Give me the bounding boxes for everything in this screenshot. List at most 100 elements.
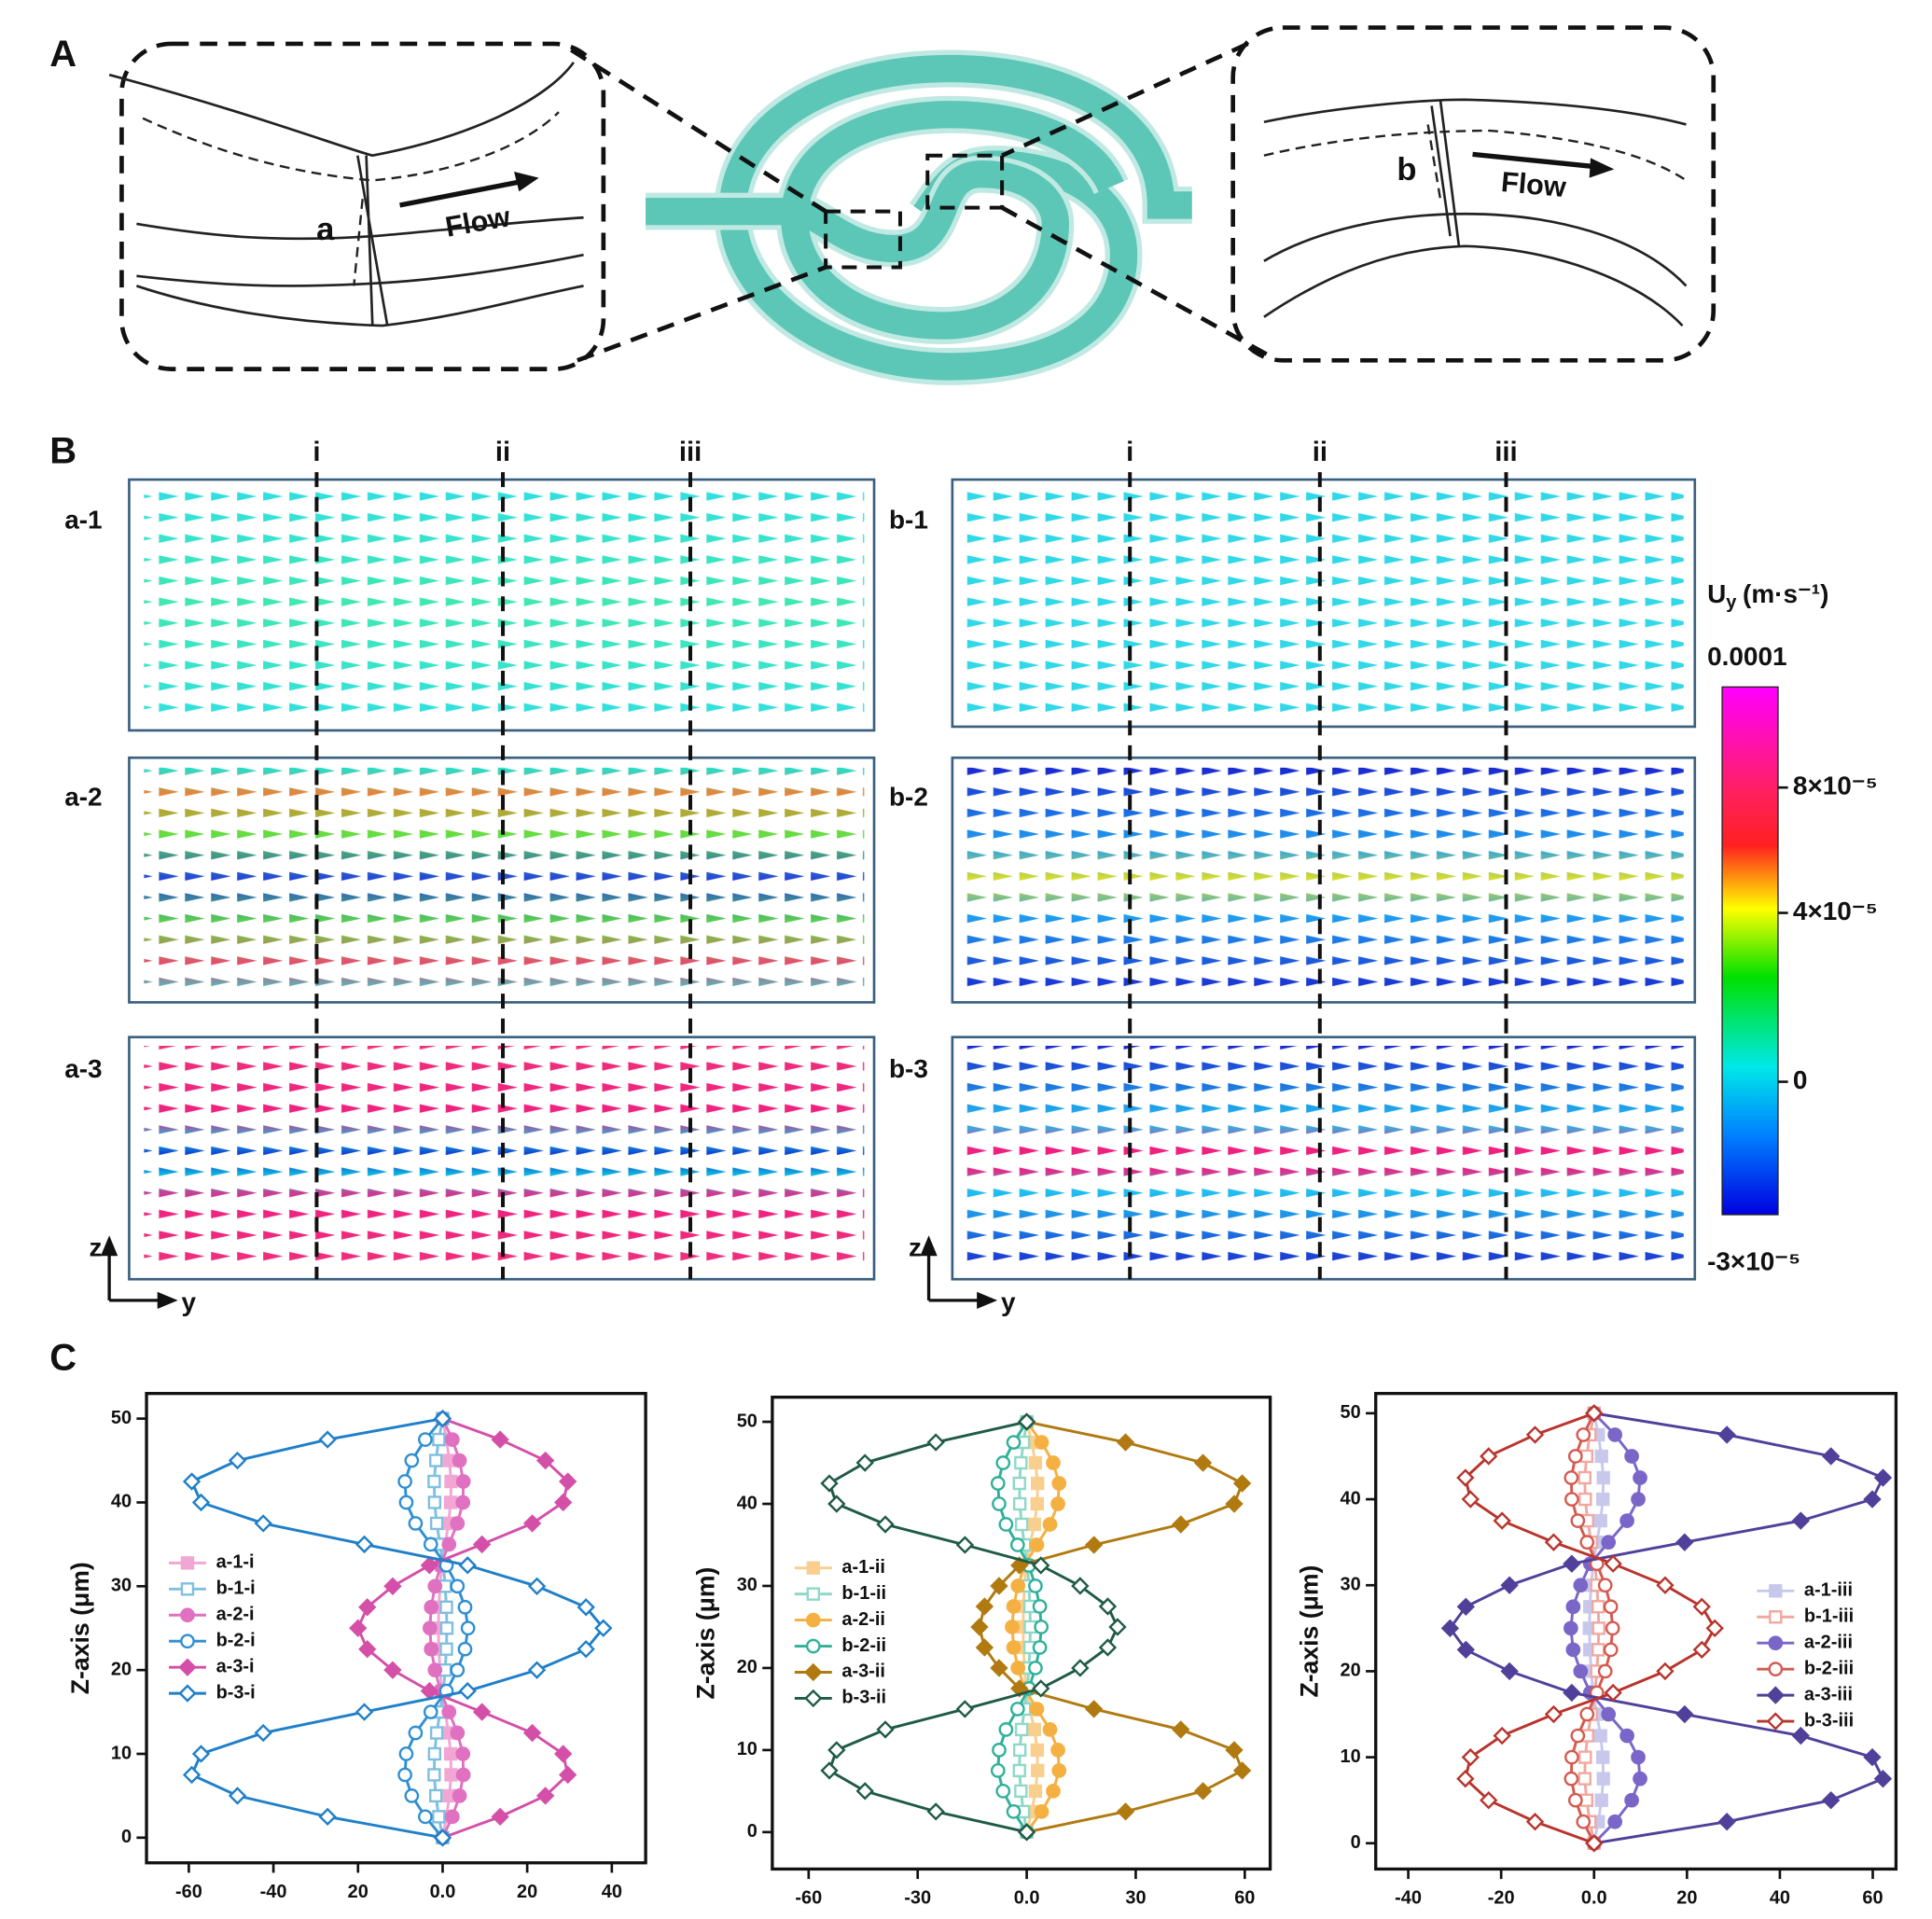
marker <box>1030 1743 1045 1758</box>
marker <box>445 1432 460 1447</box>
plot-frame <box>1374 1392 1898 1871</box>
x-tick-label: -60 <box>175 1882 202 1902</box>
marker <box>1604 1554 1622 1573</box>
x-tick-label: 20 <box>517 1882 537 1902</box>
marker <box>1791 1726 1811 1745</box>
x-tick-label: 0.0 <box>1014 1888 1040 1909</box>
marker <box>429 1788 443 1803</box>
marker <box>1010 1661 1026 1676</box>
legend-label: b-3-i <box>216 1682 256 1703</box>
marker <box>1593 1513 1607 1528</box>
colorbar-label: 0 <box>1793 1065 1808 1094</box>
marker <box>191 1745 211 1763</box>
marker <box>432 1810 446 1824</box>
marker <box>1027 1722 1041 1737</box>
marker <box>820 1761 839 1780</box>
marker <box>998 1722 1014 1737</box>
marker <box>439 1621 454 1635</box>
marker <box>254 1723 272 1743</box>
marker <box>1098 1638 1118 1657</box>
y-axis-label: Z-axis (μm) <box>1296 1565 1324 1698</box>
marker <box>1193 1782 1213 1801</box>
marker <box>1564 1492 1579 1507</box>
marker <box>424 1641 439 1657</box>
marker <box>926 1433 945 1452</box>
marker <box>1084 1700 1104 1718</box>
series-line <box>1448 1411 1885 1845</box>
marker <box>1071 1659 1090 1677</box>
x-tick-label: 60 <box>1862 1888 1883 1909</box>
marker <box>1596 1470 1610 1485</box>
marker <box>1525 1425 1545 1444</box>
marker <box>1565 1599 1581 1615</box>
marker <box>855 1782 874 1801</box>
x-tick-label: 30 <box>1125 1888 1146 1909</box>
panel-label: C <box>49 1337 76 1378</box>
marker <box>1564 1771 1579 1787</box>
marker <box>1232 1761 1252 1780</box>
section-label: iii <box>1494 437 1517 467</box>
marker <box>990 1763 1006 1778</box>
marker <box>1440 1619 1460 1638</box>
marker <box>1225 1741 1244 1759</box>
legend-label: b-2-iii <box>1804 1658 1854 1678</box>
marker <box>1500 1576 1519 1594</box>
marker <box>1172 1720 1190 1739</box>
legend-marker <box>180 1607 195 1623</box>
marker <box>450 1516 466 1531</box>
x-tick-label: 0.0 <box>1581 1888 1607 1909</box>
marker <box>1029 1702 1045 1717</box>
axis-z: z <box>90 1233 103 1262</box>
marker <box>318 1807 337 1827</box>
x-tick-label: -30 <box>904 1888 931 1909</box>
legend-marker <box>804 1662 823 1682</box>
marker <box>1873 1468 1893 1487</box>
marker <box>1032 1556 1050 1575</box>
marker <box>1032 1640 1048 1655</box>
marker <box>1591 1643 1605 1657</box>
marker <box>441 1704 457 1719</box>
marker <box>404 1788 420 1803</box>
marker <box>1579 1706 1595 1722</box>
section-label: iii <box>679 437 702 467</box>
legend-label: b-1-ii <box>841 1583 886 1604</box>
x-tick-label: -20 <box>1488 1888 1515 1909</box>
field-label: b-2 <box>889 783 928 812</box>
marker <box>1029 1537 1045 1552</box>
legend-label: a-1-i <box>216 1552 255 1573</box>
legend-marker <box>180 1556 195 1570</box>
marker <box>1042 1517 1058 1532</box>
marker <box>1500 1662 1519 1681</box>
marker <box>427 1662 443 1678</box>
marker <box>418 1432 433 1447</box>
marker <box>990 1659 1008 1677</box>
marker <box>1006 1804 1022 1819</box>
axis-y: y <box>1001 1287 1016 1316</box>
marker <box>1014 1455 1028 1470</box>
marker <box>1601 1706 1617 1722</box>
marker <box>995 1455 1011 1470</box>
legend-label: b-3-iii <box>1804 1710 1854 1731</box>
marker <box>1624 1449 1639 1464</box>
y-tick-label: 50 <box>737 1411 758 1431</box>
marker <box>1030 1496 1045 1511</box>
legend-marker <box>1766 1686 1785 1704</box>
legend-marker <box>1769 1584 1783 1598</box>
y-tick-label: 10 <box>737 1739 758 1759</box>
plot-frame <box>771 1396 1272 1871</box>
marker <box>1692 1640 1711 1660</box>
marker <box>827 1741 846 1759</box>
marker <box>439 1642 453 1656</box>
marker <box>432 1432 446 1447</box>
section-label: ii <box>1313 437 1327 467</box>
legend-marker <box>1768 1662 1784 1677</box>
marker <box>427 1495 442 1509</box>
marker <box>990 1577 1008 1595</box>
marker <box>1576 1427 1591 1442</box>
legend-marker <box>1769 1610 1783 1624</box>
colorbar-tick <box>1777 786 1788 1083</box>
marker <box>1578 1750 1592 1764</box>
vector-field <box>144 492 1684 1270</box>
marker <box>460 1620 476 1636</box>
